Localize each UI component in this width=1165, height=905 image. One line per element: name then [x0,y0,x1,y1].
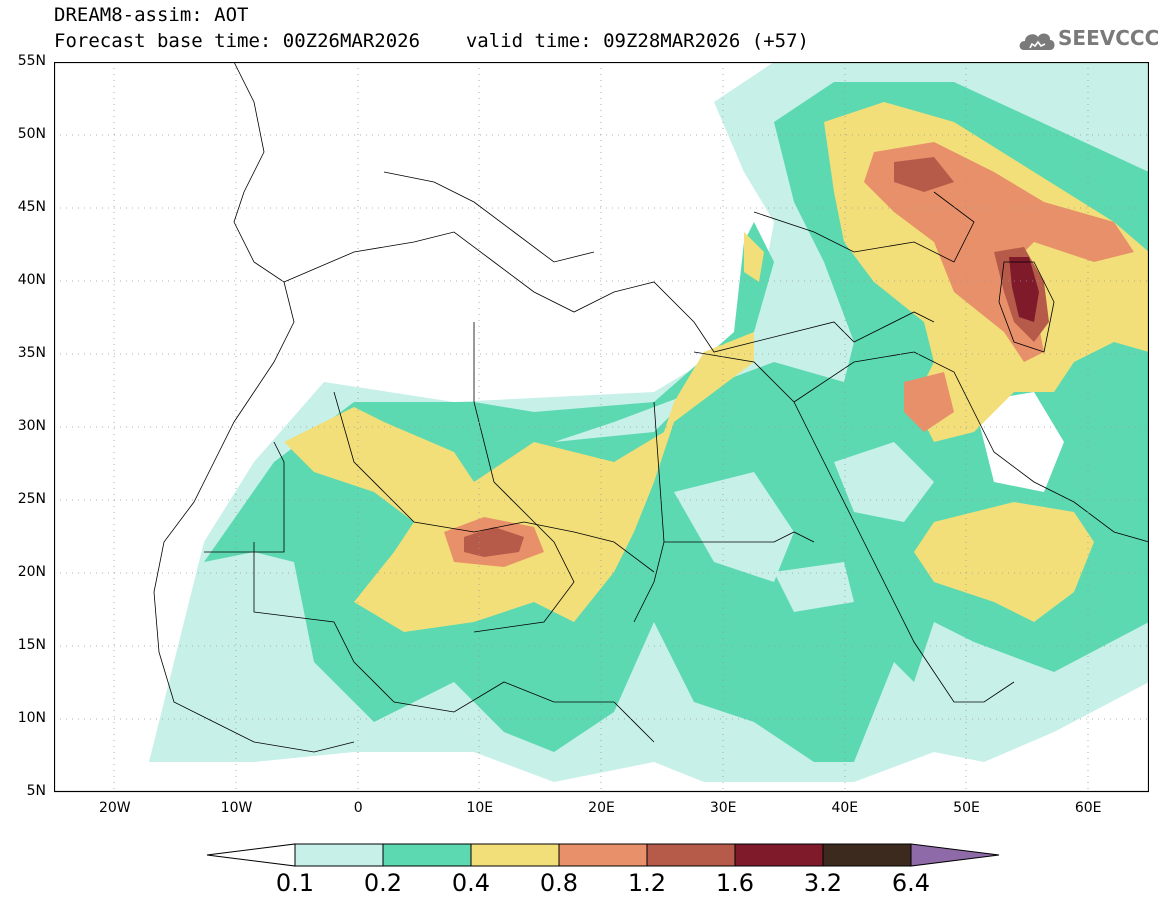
graticule-grid [54,62,1149,792]
base-time-label: Forecast base time: 00Z26MAR2026 [54,30,421,52]
lon-tick-label: 60E [1074,800,1102,816]
colorbar-segment [382,843,472,867]
lat-tick-label: 55N [17,53,46,69]
cloud-logo-icon [1019,33,1055,50]
valid-time-label: valid time: 09Z28MAR2026 (+57) [465,30,809,52]
colorbar-label: 1.6 [715,869,755,897]
map-canvas [53,61,1150,793]
colorbar-high-arrow [910,843,1000,867]
lon-tick-label: 20W [98,800,131,816]
colorbar-label: 0.2 [363,869,403,897]
lat-tick-label: 40N [17,272,46,288]
colorbar-segment [646,843,736,867]
colorbar-label: 0.1 [275,869,315,897]
colorbar-segment [294,843,384,867]
colorbar-label: 3.2 [803,869,843,897]
lat-tick-label: 15N [17,637,46,653]
lat-tick-label: 25N [17,491,46,507]
logo-text: SEEVCCC [1058,26,1160,50]
lon-tick-label: 0 [353,800,363,816]
lat-tick-label: 20N [17,564,46,580]
colorbar-segment [558,843,648,867]
map-title: DREAM8-assim: AOT [54,4,249,26]
lon-tick-label: 40E [831,800,859,816]
lat-tick-label: 35N [17,345,46,361]
lat-tick-label: 50N [17,126,46,142]
aot-contour-fields [149,62,1149,782]
lon-tick-label: 50E [953,800,980,816]
lon-tick-label: 20E [588,800,615,816]
colorbar-segment [470,843,560,867]
map-border [53,61,1150,793]
lat-tick-label: 5N [26,783,46,799]
lat-tick-label: 10N [17,710,46,726]
lat-tick-label: 45N [17,199,46,215]
lat-tick-label: 30N [17,418,46,434]
colorbar-segment [734,843,824,867]
colorbar-label: 0.8 [539,869,579,897]
lon-tick-label: 30E [709,800,737,816]
colorbar-label: 0.4 [451,869,491,897]
colorbar-label: 1.2 [627,869,667,897]
colorbar-segment [822,843,912,867]
colorbar-label: 6.4 [891,869,931,897]
lon-tick-label: 10W [220,800,253,816]
colorbar-low-arrow [206,843,296,867]
coastlines [153,62,1149,753]
aot-colorbar [206,843,1000,867]
forecast-base-time: Forecast base time: 00Z26MAR2026 valid t… [54,30,809,52]
dust-aot-map [53,61,1150,801]
lon-tick-label: 10E [466,800,494,816]
